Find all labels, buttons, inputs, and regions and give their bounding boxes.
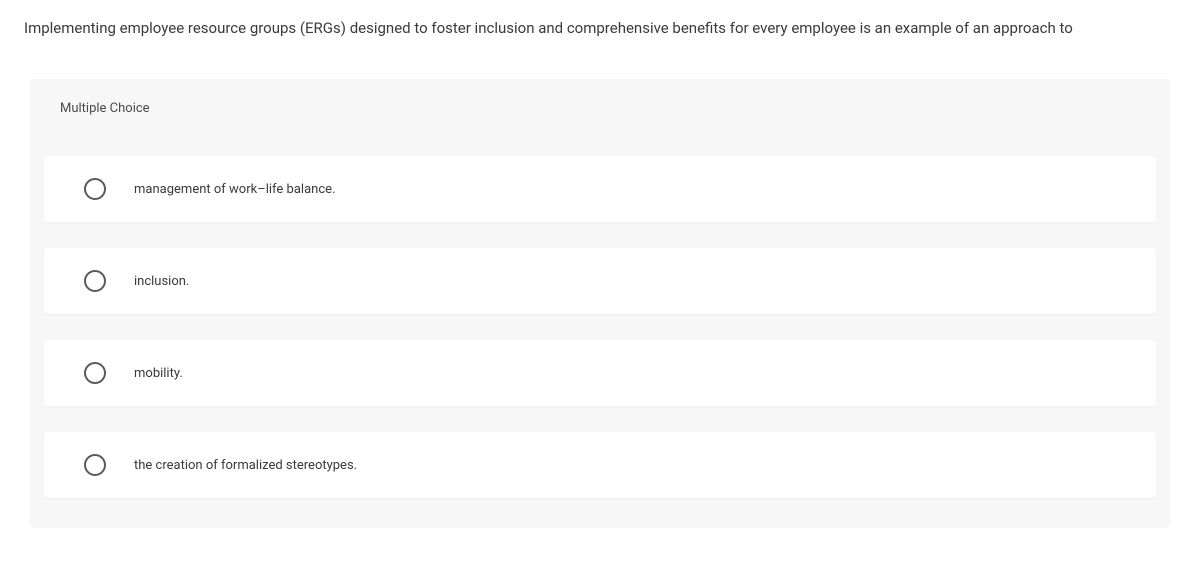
question-text: Implementing employee resource groups (E… xyxy=(0,0,1200,39)
radio-icon[interactable] xyxy=(84,270,106,292)
option-label: the creation of formalized stereotypes. xyxy=(134,458,357,473)
option-row[interactable]: management of work–life balance. xyxy=(44,156,1156,222)
radio-icon[interactable] xyxy=(84,178,106,200)
option-label: mobility. xyxy=(134,366,183,381)
radio-icon[interactable] xyxy=(84,454,106,476)
option-row[interactable]: inclusion. xyxy=(44,248,1156,314)
option-label: management of work–life balance. xyxy=(134,182,335,197)
multiple-choice-header: Multiple Choice xyxy=(30,79,1170,138)
quiz-container: Multiple Choice management of work–life … xyxy=(30,79,1170,528)
radio-icon[interactable] xyxy=(84,362,106,384)
option-label: inclusion. xyxy=(134,274,189,289)
options-list: management of work–life balance. inclusi… xyxy=(30,138,1170,498)
option-row[interactable]: the creation of formalized stereotypes. xyxy=(44,432,1156,498)
option-row[interactable]: mobility. xyxy=(44,340,1156,406)
